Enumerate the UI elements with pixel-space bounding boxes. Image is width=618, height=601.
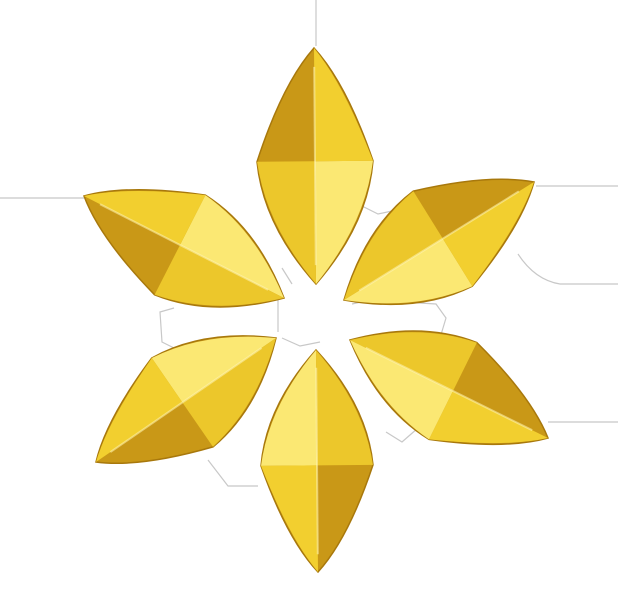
petal-upper-right-facet-mid — [442, 182, 534, 287]
petal-upper-right — [343, 178, 535, 306]
petal-bottom — [260, 348, 374, 574]
petal-lower-right-facet-light — [350, 340, 453, 440]
petal-bottom-facet-mid — [261, 465, 318, 572]
petal-top-facet-mid — [314, 48, 373, 162]
petal-bottom-ridge — [315, 367, 319, 555]
petal-lower-right-facet-side — [350, 332, 477, 391]
petal-upper-left-facet-mid — [84, 190, 206, 245]
petal-lower-left-ridge — [109, 347, 263, 453]
petal-upper-right-ridge — [358, 190, 520, 292]
petal-lower-right — [348, 330, 550, 446]
petal-upper-right-facet-light — [344, 238, 473, 304]
petal-lower-left-facet-side — [182, 338, 276, 447]
petal-bottom-facet-side — [316, 350, 373, 466]
petal-top-ridge — [313, 66, 317, 266]
petal-upper-left — [83, 188, 286, 308]
petal-lower-left-facet-mid — [96, 358, 183, 462]
petal-top-facet-side — [257, 161, 316, 284]
petal-group — [83, 46, 550, 574]
petal-upper-left-ridge — [99, 203, 269, 291]
petal-upper-right-facet-side — [344, 191, 443, 300]
petal-lower-right-facet-mid — [429, 391, 548, 444]
petal-lower-left-facet-light — [151, 336, 276, 403]
petal-upper-left-facet-light — [180, 195, 284, 298]
petal-lower-left — [95, 335, 277, 465]
petal-top-facet-light — [315, 160, 373, 284]
petal-top — [256, 46, 374, 286]
petal-bottom-facet-light — [261, 350, 317, 466]
petal-lower-right-ridge — [365, 346, 533, 432]
petal-upper-left-facet-side — [154, 245, 284, 306]
